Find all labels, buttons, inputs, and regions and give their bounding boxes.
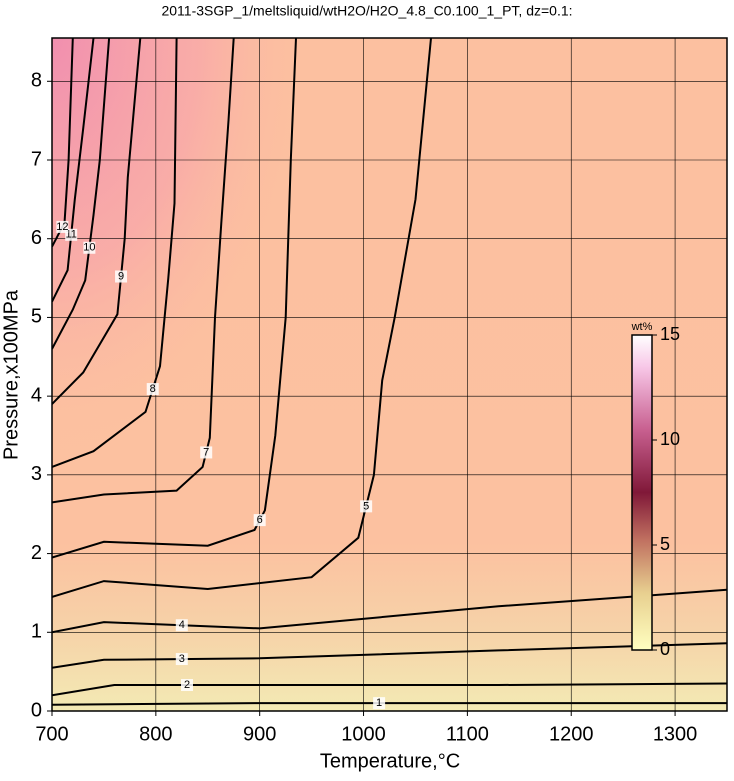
contour-label: 6 [257, 514, 263, 526]
contour-line [52, 38, 235, 504]
colorbar-tick-label: 5 [660, 534, 670, 554]
x-tick-label: 1100 [446, 723, 489, 745]
colorbar-tick-label: 15 [660, 324, 680, 344]
colorbar-tick-label: 10 [660, 429, 680, 449]
y-tick-label: 4 [31, 384, 42, 406]
contour-label: 9 [118, 270, 124, 282]
contour-line [52, 682, 727, 697]
x-tick-label: 700 [35, 723, 68, 745]
contour-label: 4 [179, 619, 185, 631]
contour-label-bg [115, 270, 128, 283]
contour-label: 3 [179, 653, 185, 665]
x-axis-label: Temperature,°C [320, 750, 460, 772]
y-tick-label: 7 [31, 148, 42, 170]
x-tick-label: 900 [243, 723, 276, 745]
contour-label-bg [181, 679, 193, 692]
contour-label: 1 [376, 697, 382, 709]
y-tick-label: 3 [31, 463, 42, 485]
y-tick-label: 6 [31, 227, 42, 249]
contour-line [52, 38, 297, 559]
y-tick-label: 0 [31, 699, 42, 721]
contour-label-bg [175, 619, 188, 632]
contour-line [52, 642, 727, 669]
x-tick-label: 1300 [653, 723, 698, 745]
chart-title: 2011-3SGP_1/meltsliquid/wtH2O/H2O_4.8_C0… [161, 3, 572, 19]
contour-line [52, 38, 95, 303]
contour-label: 5 [363, 500, 369, 512]
contour-label-bg [373, 697, 386, 710]
colorbar-tick-label: 0 [660, 639, 670, 659]
contour-line [52, 588, 727, 634]
colorbar-label: wt% [631, 321, 653, 333]
contour-label-bg [175, 653, 188, 666]
contour-label: 12 [56, 221, 68, 233]
x-tick-label: 1000 [341, 723, 386, 745]
contour-label-bg [146, 383, 159, 396]
x-tick-label: 1200 [549, 723, 594, 745]
colorbar [631, 334, 653, 651]
y-tick-label: 5 [31, 306, 42, 328]
contour-label: 8 [150, 383, 156, 395]
plot-frame [51, 37, 728, 712]
contour-label: 11 [66, 229, 77, 241]
contour-label-bg [200, 446, 213, 459]
contour-label-bg [56, 220, 69, 233]
y-tick-label: 2 [31, 542, 42, 564]
contour-label: 2 [184, 679, 190, 691]
contour-label-bg [360, 500, 373, 513]
contour-label-bg [253, 514, 266, 527]
y-tick-label: 8 [31, 70, 42, 92]
x-tick-label: 800 [139, 723, 172, 745]
y-axis-label: Pressure,x100MPa [0, 289, 22, 460]
contour-label: 7 [203, 446, 209, 458]
y-tick-label: 1 [31, 621, 42, 643]
contour-line [52, 38, 178, 468]
contour-label: 10 [83, 242, 95, 254]
contour-label-bg [83, 241, 96, 254]
